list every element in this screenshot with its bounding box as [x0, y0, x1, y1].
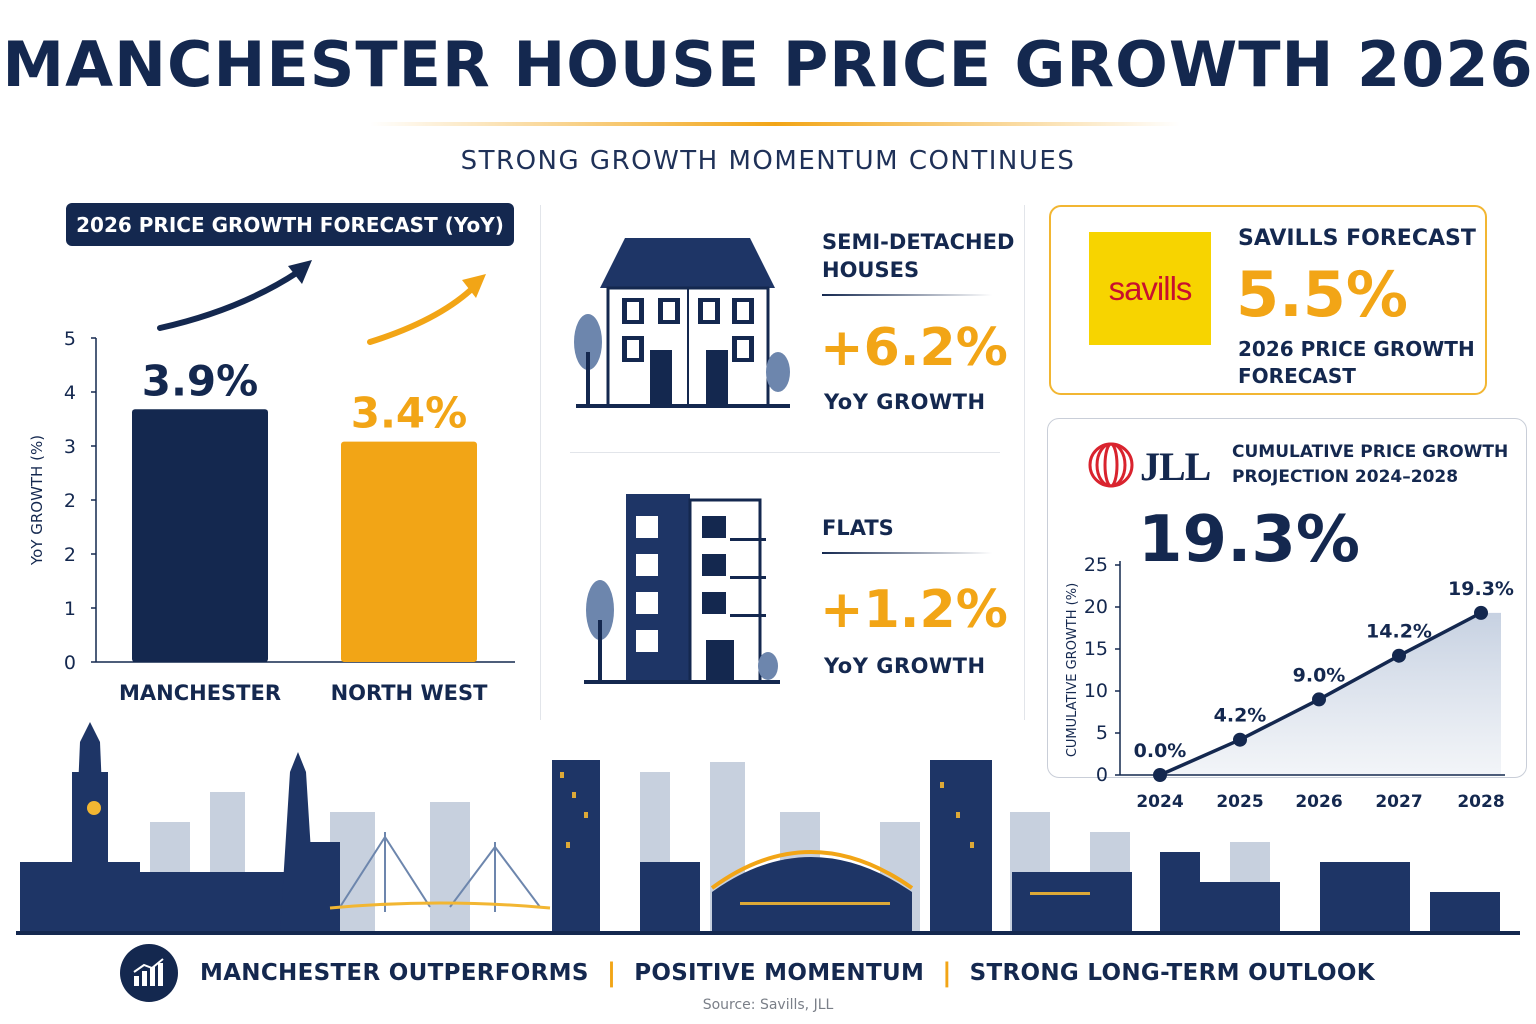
footer-item: MANCHESTER OUTPERFORMS: [200, 960, 589, 986]
line-chart-x-tick-label: 2025: [1216, 792, 1263, 812]
line-chart-x-tick-label: 2028: [1457, 792, 1504, 812]
line-chart-y-axis-title: CUMULATIVE GROWTH (%): [1065, 583, 1080, 757]
line-chart-point-label: 14.2%: [1366, 621, 1432, 643]
bar-chart-y-tick-label: 2: [64, 544, 76, 566]
line-chart-x-tick-label: 2024: [1136, 792, 1183, 812]
bar-chart-title: 2026 PRICE GROWTH FORECAST (YoY): [66, 203, 514, 246]
apartment-building-icon: [584, 494, 780, 684]
bar-chart-y-tick-label: 3: [64, 436, 76, 458]
line-chart-point: [1312, 692, 1326, 707]
jll-heading: CUMULATIVE PRICE GROWTH PROJECTION 2024–…: [1232, 442, 1509, 487]
trend-arrow-icon: [157, 269, 301, 331]
line-chart-point: [1153, 768, 1167, 782]
line-chart-x-tick-label: 2026: [1295, 792, 1342, 812]
bar-chart-y-tick-label: 5: [64, 328, 76, 350]
semi-detached-growth-value: +6.2%: [820, 318, 1008, 378]
line-chart-point: [1474, 605, 1488, 620]
bar-chart-value-label: 3.4%: [351, 389, 467, 438]
jll-globe-icon: [1088, 442, 1134, 488]
line-chart-y-tick-label: 10: [1084, 680, 1108, 702]
trend-arrow-head-icon: [288, 260, 312, 284]
trend-arrow-head-icon: [462, 274, 486, 298]
bar-chart-category-label: NORTH WEST: [331, 681, 488, 705]
footer-item: STRONG LONG-TERM OUTLOOK: [969, 960, 1375, 986]
footer-item: POSITIVE MOMENTUM: [634, 960, 925, 986]
semi-detached-growth-caption: YoY GROWTH: [824, 390, 986, 414]
jll-cumulative-value: 19.3%: [1138, 503, 1361, 577]
bar-chart-y-tick-label: 0: [64, 652, 76, 674]
line-chart-point-label: 19.3%: [1448, 578, 1514, 600]
line-chart-y-tick-label: 5: [1096, 722, 1108, 744]
line-chart-point: [1392, 648, 1406, 663]
divider: [1024, 205, 1025, 720]
line-chart-x-tick-label: 2027: [1375, 792, 1422, 812]
line-chart-point-label: 9.0%: [1293, 664, 1346, 686]
divider: [570, 452, 1000, 453]
savills-forecast-value: 5.5%: [1236, 258, 1408, 331]
title-underline: [370, 122, 1180, 126]
semi-detached-house-icon: [574, 238, 790, 408]
page-title: MANCHESTER HOUSE PRICE GROWTH 2026: [2, 28, 1534, 101]
source-note: Source: Savills, JLL: [702, 997, 834, 1013]
bar-chart: 0 1 2 2 3 4 5 YoY GROWTH (%) 3.9% MANCHESTER 3.4% N…: [28, 260, 515, 705]
bar-chart-y-axis-title: YoY GROWTH (%): [28, 435, 46, 566]
line-chart-y-tick-label: 0: [1096, 764, 1108, 786]
bar-chart-y-tick-label: 2: [64, 490, 76, 512]
line-chart-y-tick-label: 15: [1084, 638, 1108, 660]
divider: [822, 294, 992, 296]
bar-chart-bar: [341, 441, 477, 662]
growth-chart-icon: [120, 944, 178, 1002]
bar-chart-bar: [132, 409, 268, 662]
line-chart-y-tick-label: 20: [1084, 596, 1108, 618]
footer-separator: |: [606, 958, 617, 988]
line-chart-point-label: 0.0%: [1134, 740, 1187, 762]
flats-growth-caption: YoY GROWTH: [824, 654, 986, 678]
divider: [822, 552, 992, 554]
bar-chart-y-tick-label: 1: [64, 598, 76, 620]
savills-forecast-description: 2026 PRICE GROWTH FORECAST: [1238, 337, 1475, 388]
trend-arrow-icon: [367, 283, 478, 345]
savills-heading: SAVILLS FORECAST: [1238, 226, 1476, 251]
line-chart-point: [1233, 732, 1247, 747]
line-chart-y-tick-label: 25: [1084, 554, 1108, 576]
manchester-skyline-illustration: [16, 722, 1520, 935]
bar-chart-y-tick-label: 4: [64, 382, 76, 404]
savills-logo: savills: [1089, 232, 1211, 345]
line-chart-point-label: 4.2%: [1214, 705, 1267, 727]
divider: [540, 205, 541, 720]
bar-chart-category-label: MANCHESTER: [119, 681, 281, 705]
jll-logo: JLL: [1140, 444, 1211, 489]
page-subtitle: STRONG GROWTH MOMENTUM CONTINUES: [460, 146, 1076, 176]
flats-growth-value: +1.2%: [820, 580, 1008, 640]
bar-chart-value-label: 3.9%: [142, 356, 258, 405]
property-label-semi-detached: SEMI-DETACHED HOUSES: [822, 230, 1015, 282]
property-label-flats: FLATS: [822, 516, 894, 540]
footer-takeaways: MANCHESTER OUTPERFORMS | POSITIVE MOMENT…: [120, 944, 1375, 1002]
footer-separator: |: [942, 958, 952, 988]
